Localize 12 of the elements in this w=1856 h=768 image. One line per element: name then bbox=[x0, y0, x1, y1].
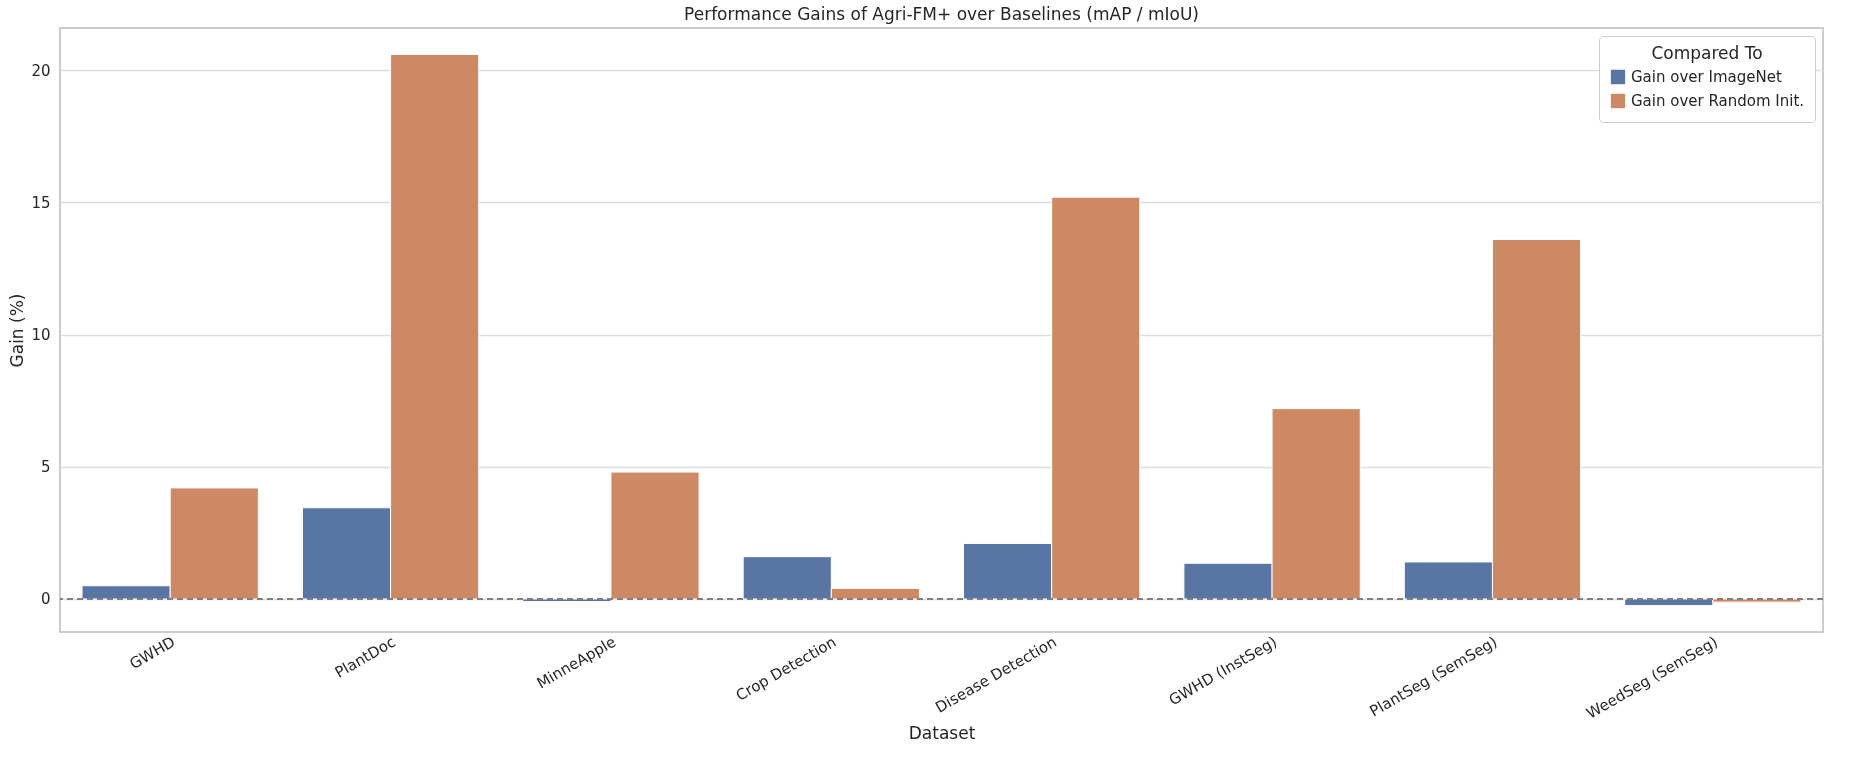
legend-title: Compared To bbox=[1651, 43, 1763, 63]
legend-label: Gain over ImageNet bbox=[1631, 68, 1782, 86]
y-tick-label: 5 bbox=[40, 458, 51, 477]
y-tick-label: 15 bbox=[31, 193, 51, 212]
y-axis-title: Gain (%) bbox=[7, 293, 28, 368]
chart-title: Performance Gains of Agri-FM+ over Baselines (mAP / mIoU) bbox=[684, 4, 1199, 24]
y-tick-label: 10 bbox=[31, 326, 51, 345]
legend-label: Gain over Random Init. bbox=[1631, 92, 1805, 110]
x-axis-title: Dataset bbox=[908, 722, 976, 743]
y-tick-label: 0 bbox=[40, 590, 51, 609]
y-tick-label: 20 bbox=[31, 61, 51, 80]
bar bbox=[610, 471, 700, 600]
